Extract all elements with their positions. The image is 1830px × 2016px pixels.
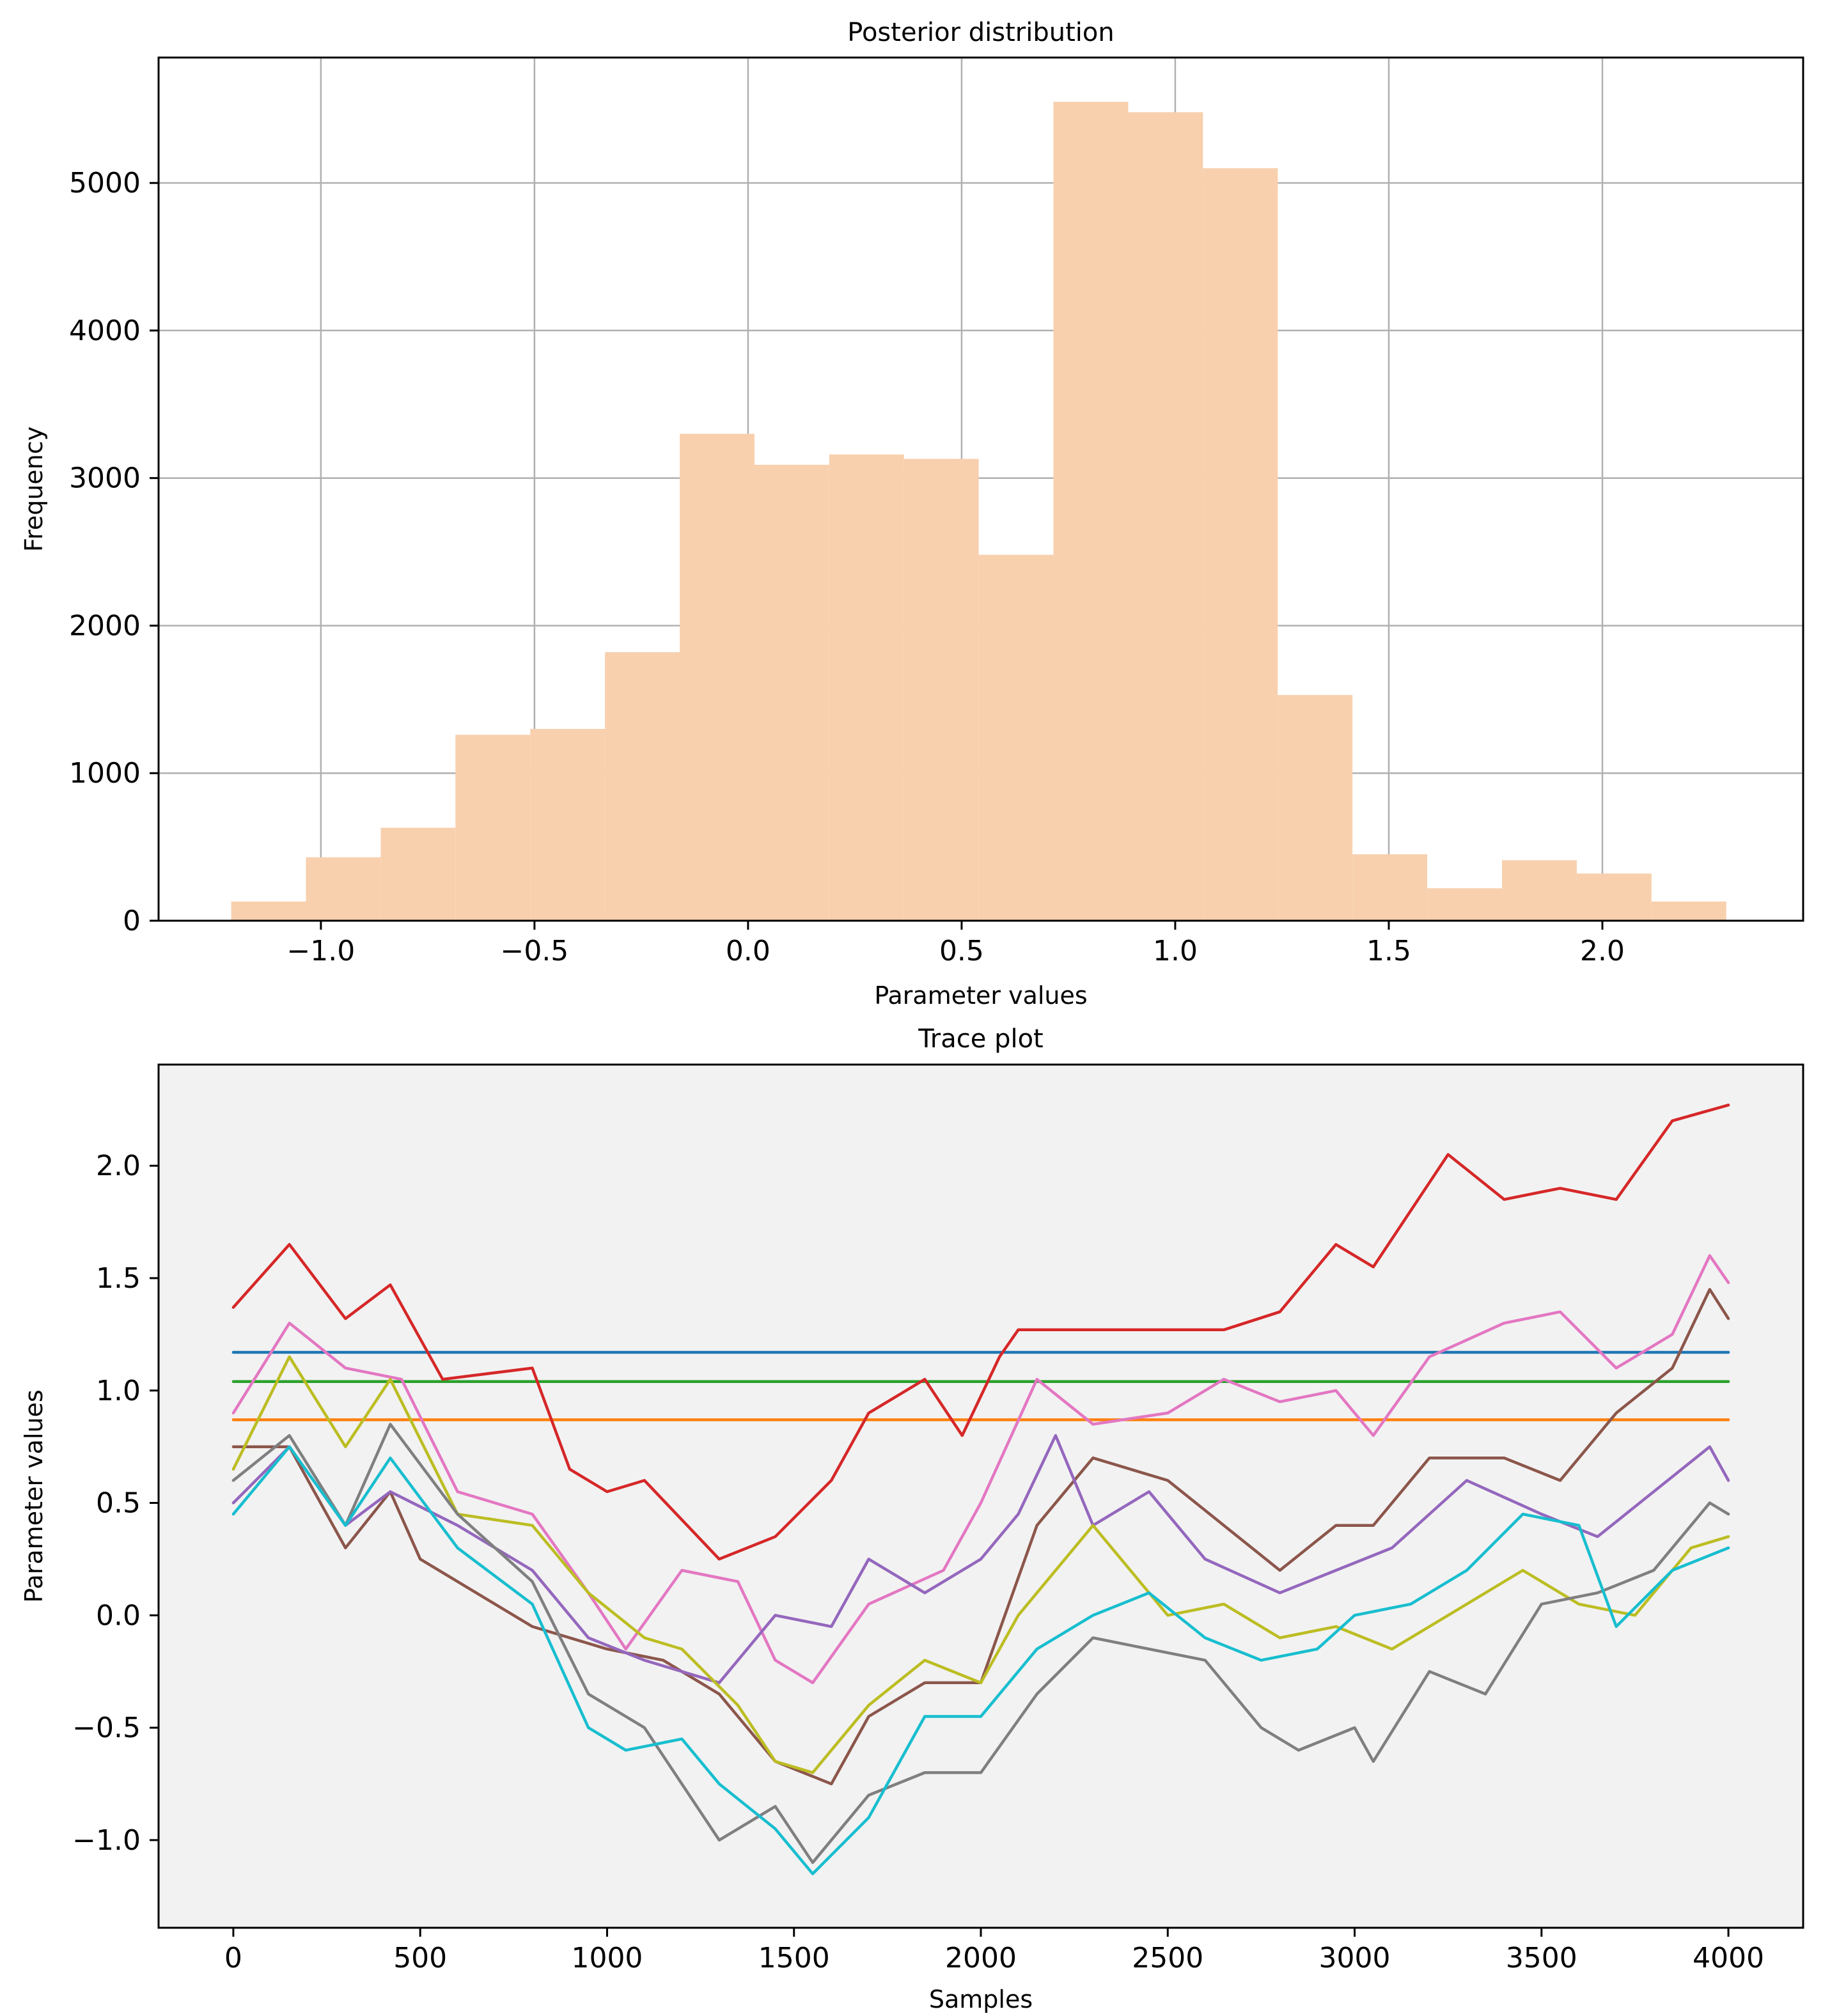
trace-y-tick-label: 1.0 bbox=[96, 1375, 141, 1407]
histogram-y-tick-label: 2000 bbox=[69, 609, 141, 642]
trace-y-tick-label: 2.0 bbox=[96, 1150, 141, 1182]
histogram-y-tick-label: 1000 bbox=[69, 757, 141, 790]
histogram-xlabel: Parameter values bbox=[874, 981, 1087, 1010]
histogram-x-tick-label: −1.0 bbox=[286, 935, 355, 967]
trace-y-tick-label: 1.5 bbox=[96, 1262, 141, 1295]
trace-xlabel: Samples bbox=[929, 1985, 1033, 2013]
trace-plot-area bbox=[159, 1065, 1803, 1928]
histogram-x-tick-label: 2.0 bbox=[1580, 935, 1625, 967]
trace-x-tick-label: 500 bbox=[393, 1942, 447, 1974]
trace-series-line bbox=[231, 1355, 1730, 1774]
trace-x-tick-label: 2000 bbox=[945, 1942, 1017, 1974]
histogram-y-tick-label: 3000 bbox=[69, 462, 141, 495]
trace-title: Trace plot bbox=[918, 1024, 1044, 1054]
trace-series-line bbox=[231, 1423, 1730, 1864]
histogram-bar bbox=[1352, 854, 1428, 921]
histogram-bar bbox=[530, 729, 606, 921]
trace-series-line bbox=[231, 1254, 1730, 1685]
histogram-bar bbox=[306, 857, 381, 921]
histogram-frame bbox=[157, 56, 1804, 922]
histogram-bar bbox=[231, 902, 306, 921]
trace-y-tick-label: −1.0 bbox=[72, 1824, 141, 1857]
histogram-bar bbox=[1576, 873, 1652, 921]
trace-x-tick-label: 1500 bbox=[758, 1942, 830, 1974]
histogram-axes: −1.0 −0.5 0.0 0.5 1.0 1.5 2.0 0 1000 2000 3000 4000… bbox=[20, 18, 1804, 1010]
trace-x-tick-label: 3000 bbox=[1319, 1942, 1391, 1974]
histogram-x-tick-label: 0.5 bbox=[939, 935, 984, 967]
histogram-title: Posterior distribution bbox=[847, 18, 1114, 47]
histogram-bar bbox=[829, 454, 904, 921]
histogram-y-tick-label: 5000 bbox=[69, 167, 141, 199]
trace-ticks: 0 500 1000 1500 2000 2500 3000 3500 4000 −1.0 −0.5… bbox=[72, 1150, 1764, 1974]
histogram-bar bbox=[1278, 694, 1353, 921]
trace-series-line bbox=[231, 1445, 1730, 1875]
histogram-y-tick-label: 0 bbox=[123, 905, 141, 937]
histogram-ticks: −1.0 −0.5 0.0 0.5 1.0 1.5 2.0 0 1000 2000 3000 4000… bbox=[69, 167, 1625, 967]
histogram-bar bbox=[903, 458, 979, 921]
histogram-bar bbox=[380, 827, 456, 921]
histogram-y-tick-label: 4000 bbox=[69, 315, 141, 347]
histogram-bar bbox=[754, 464, 829, 921]
histogram-bar bbox=[1053, 102, 1129, 921]
histogram-bar bbox=[1651, 902, 1726, 921]
trace-x-tick-label: 4000 bbox=[1693, 1942, 1764, 1974]
trace-y-tick-label: 0.5 bbox=[96, 1487, 141, 1520]
histogram-bar bbox=[605, 652, 680, 921]
trace-axes: 0 500 1000 1500 2000 2500 3000 3500 4000 −1.0 −0.5… bbox=[20, 1024, 1804, 2013]
trace-series-line bbox=[231, 1104, 1730, 1561]
trace-x-tick-label: 1000 bbox=[571, 1942, 643, 1974]
trace-lines bbox=[231, 1104, 1730, 1875]
histogram-x-tick-label: 1.5 bbox=[1366, 935, 1411, 967]
histogram-x-tick-label: −0.5 bbox=[500, 935, 568, 967]
histogram-bar bbox=[1427, 888, 1503, 921]
trace-x-tick-label: 2500 bbox=[1132, 1942, 1203, 1974]
histogram-bar bbox=[978, 554, 1054, 921]
histogram-x-tick-label: 0.0 bbox=[726, 935, 770, 967]
trace-y-tick-label: 0.0 bbox=[96, 1599, 141, 1632]
histogram-bar bbox=[1502, 860, 1577, 921]
trace-y-tick-label: −0.5 bbox=[72, 1712, 141, 1744]
trace-x-tick-label: 0 bbox=[224, 1942, 242, 1974]
trace-ylabel: Parameter values bbox=[20, 1389, 48, 1602]
histogram-bar bbox=[680, 434, 755, 921]
histogram-x-tick-label: 1.0 bbox=[1153, 935, 1198, 967]
histogram-bar bbox=[1128, 112, 1203, 921]
trace-x-tick-label: 3500 bbox=[1506, 1942, 1577, 1974]
histogram-bars bbox=[231, 102, 1726, 921]
histogram-bar bbox=[455, 735, 531, 921]
histogram-ylabel: Frequency bbox=[20, 426, 48, 552]
histogram-bar bbox=[1203, 168, 1278, 921]
